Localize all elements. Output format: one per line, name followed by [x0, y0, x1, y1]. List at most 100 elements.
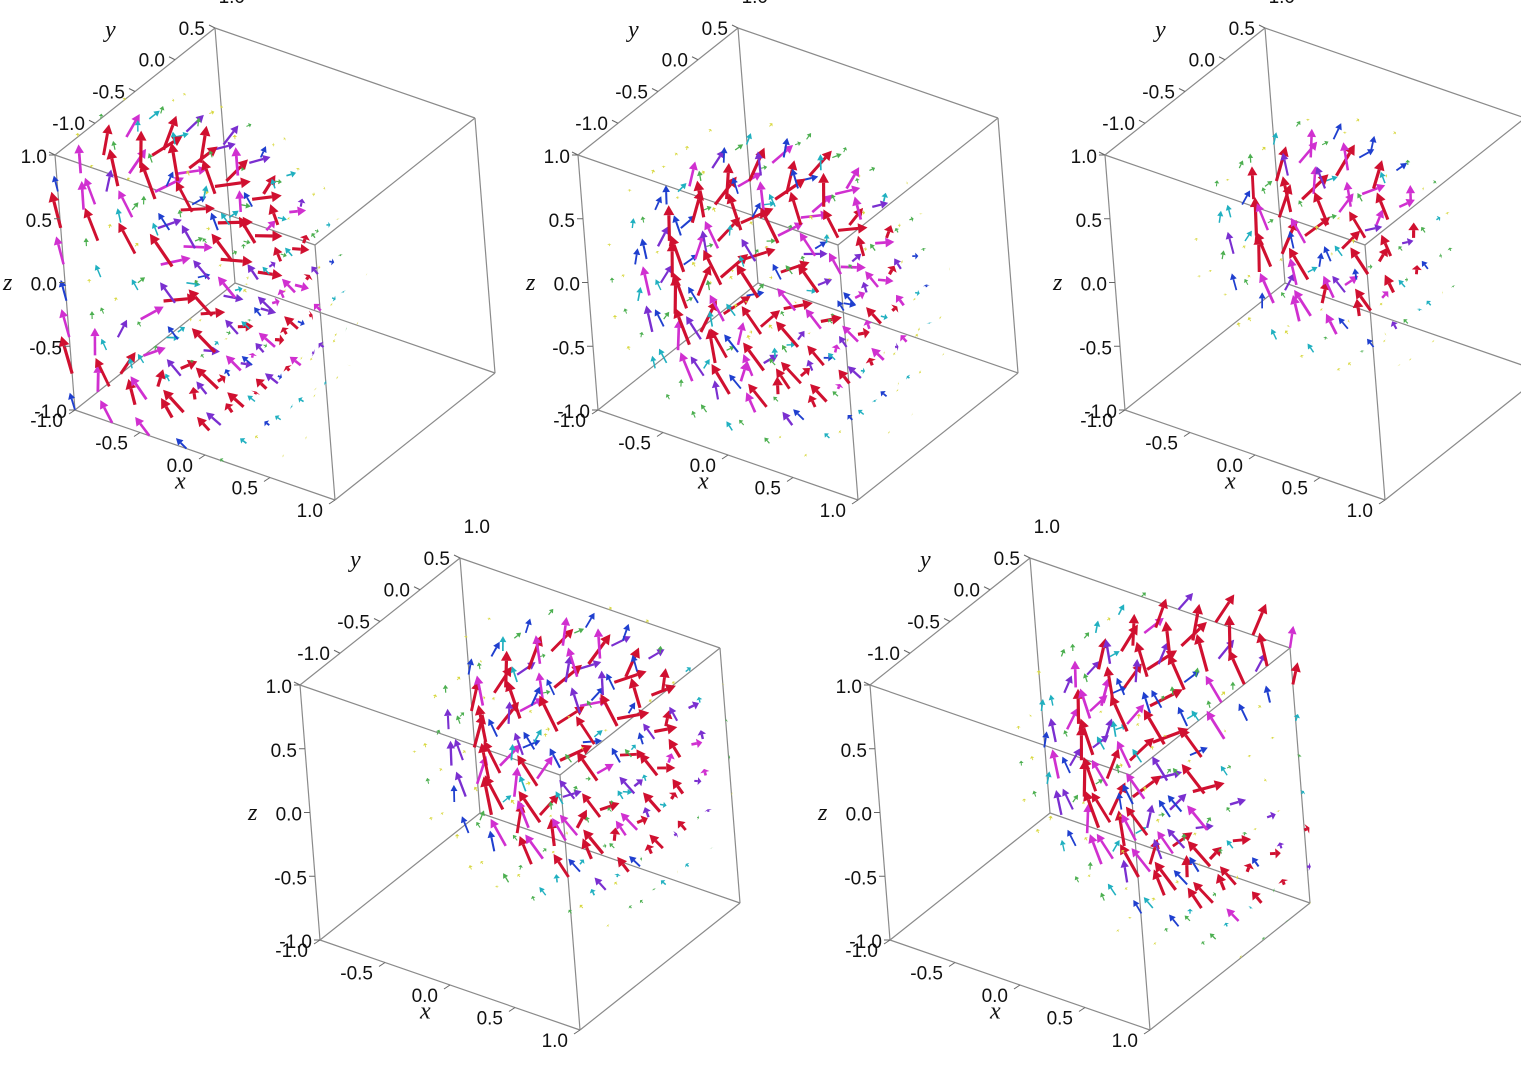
arrow-head [1132, 659, 1141, 667]
y-tick-label: -0.5 [615, 82, 648, 103]
arrow-shaft [672, 746, 682, 758]
arrow-shaft [661, 677, 666, 690]
arrow-shaft [522, 742, 535, 749]
arrow-head [665, 753, 675, 760]
arrow-head [1218, 848, 1224, 853]
arrow-shaft [1318, 258, 1322, 267]
cube-edge [334, 372, 496, 501]
arrow-head [1243, 190, 1251, 198]
y-tick [983, 586, 991, 591]
arrow-head [189, 317, 192, 322]
x-tick [68, 409, 76, 415]
arrow-head [581, 838, 592, 850]
arrow-shaft [834, 393, 839, 397]
arrow-head [1070, 660, 1080, 670]
arrow-shaft [1110, 887, 1117, 896]
arrow-head [1287, 231, 1295, 238]
arrow-shaft [250, 269, 259, 281]
arrow-head [673, 831, 679, 838]
arrow-shaft [1163, 735, 1166, 738]
arrow-head [1379, 171, 1386, 178]
arrow-shaft [1238, 324, 1240, 327]
arrow-shaft [1212, 893, 1215, 896]
arrow-head [1398, 279, 1405, 286]
arrow-shaft [272, 212, 280, 226]
arrow-head [255, 435, 258, 439]
arrow-shaft [103, 406, 114, 424]
arrow-shaft [567, 757, 572, 763]
arrow-shaft [845, 173, 856, 190]
arrow-shaft [1232, 838, 1243, 843]
arrow-head [588, 776, 591, 782]
z-tick-label: -1.0 [279, 932, 312, 953]
arrow-shaft [713, 209, 716, 213]
arrow-head [854, 253, 862, 261]
arrow-shaft [562, 792, 576, 798]
arrow-head [438, 768, 443, 771]
arrow-shaft [222, 282, 237, 299]
arrow-head [858, 409, 863, 415]
z-tick-label: -0.5 [274, 868, 307, 889]
arrow-shaft [662, 881, 667, 886]
arrow-head [807, 345, 817, 356]
arrow-head [894, 258, 902, 266]
arrow-shaft [877, 278, 886, 282]
arrow-head [1252, 857, 1259, 865]
arrow-shaft [1320, 289, 1327, 304]
arrow-shaft [625, 817, 639, 831]
arrow-shaft [1152, 899, 1154, 901]
arrow-head [1408, 222, 1420, 231]
x-tick-label: 0.0 [167, 456, 193, 477]
arrow-shaft [244, 290, 247, 293]
arrow-shaft [519, 867, 522, 870]
arrow-shaft [160, 109, 163, 114]
cube-edge [319, 812, 481, 941]
arrow-head [1270, 328, 1277, 335]
arrow-head [662, 185, 670, 193]
arrow-head [283, 136, 286, 141]
arrow-shaft [829, 320, 833, 324]
arrow-head [113, 297, 118, 300]
y-tick-label: 0.5 [702, 19, 728, 40]
arrow-shaft [1309, 347, 1315, 353]
arrow-shaft [516, 665, 531, 676]
x-tick [573, 1029, 581, 1035]
arrow-head [1385, 173, 1388, 178]
y-tick [1218, 56, 1226, 61]
y-tick [413, 586, 421, 591]
arrow-shaft [794, 143, 799, 146]
arrow-head [166, 359, 175, 368]
arrow-head [589, 888, 596, 894]
arrow-head [167, 171, 174, 179]
arrow-head [74, 144, 85, 154]
arrow-head [1201, 941, 1206, 945]
arrow-head [1081, 756, 1092, 768]
arrow-head [1345, 144, 1355, 156]
arrow-head [251, 390, 261, 396]
arrow-shaft [854, 294, 861, 300]
arrow-head [290, 171, 297, 178]
arrow-shaft [105, 176, 111, 192]
arrow-shaft [1428, 302, 1432, 306]
z-tick-label: 1.0 [21, 147, 47, 168]
arrow-head [499, 636, 507, 643]
arrow-shaft [1131, 780, 1155, 799]
arrow-shaft [490, 647, 498, 657]
arrow-shaft [1069, 753, 1078, 767]
arrow-shaft [1069, 834, 1077, 847]
arrow-shaft [518, 875, 521, 878]
arrow-head [1185, 593, 1194, 602]
arrow-head [1319, 308, 1324, 311]
arrow-head [201, 159, 212, 171]
arrow-head [494, 885, 499, 888]
arrow-head [1110, 748, 1121, 759]
arrow-shaft [1100, 685, 1109, 707]
y-tick-label: -1.0 [1102, 114, 1135, 135]
arrow-shaft [1165, 630, 1172, 659]
arrow-head [245, 359, 252, 369]
arrow-shaft [1283, 159, 1289, 176]
arrow-head [1016, 725, 1021, 728]
arrow-shaft [727, 339, 739, 353]
arrow-head [1163, 734, 1167, 738]
arrow-shaft [1123, 851, 1140, 878]
